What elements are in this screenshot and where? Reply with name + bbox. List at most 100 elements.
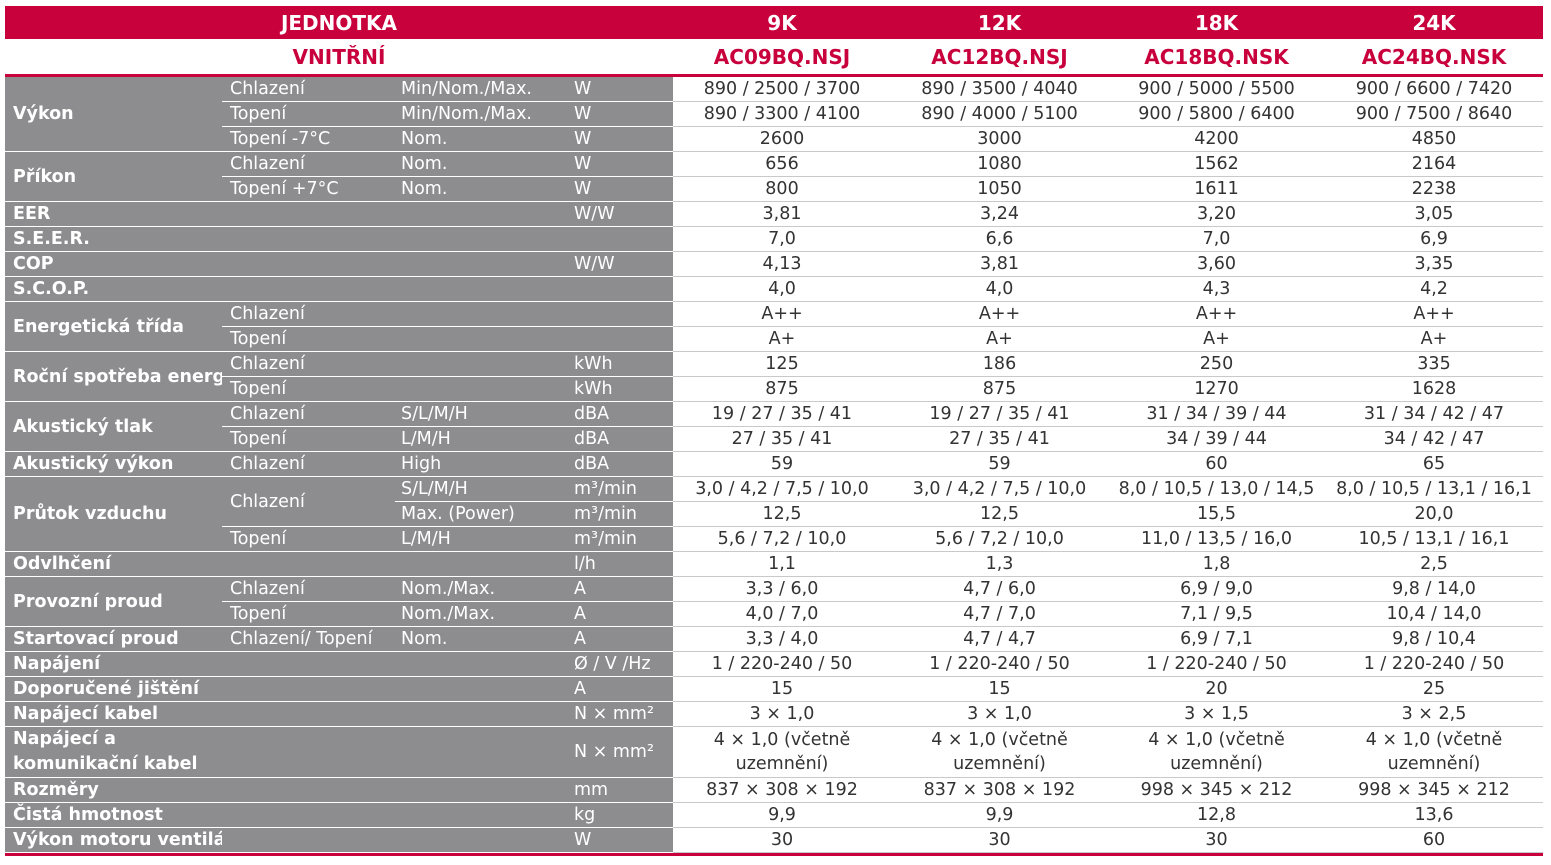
row-condition [395, 326, 568, 352]
row-group-label: Čistá hmotnost [5, 802, 222, 828]
value-24k: 4,2 [1325, 276, 1543, 302]
value-12k: 4,7 / 4,7 [891, 626, 1108, 652]
value-12k: 59 [891, 451, 1108, 477]
row-sub-label: Topení [222, 376, 395, 402]
value-9k: 800 [673, 176, 891, 202]
value-24k: 900 / 7500 / 8640 [1325, 101, 1543, 127]
table-row: Čistá hmotnost kg 9,9 9,9 12,8 13,6 [5, 802, 1543, 828]
row-unit: W [568, 126, 673, 152]
table-row: Topení Nom./Max. A 4,0 / 7,0 4,7 / 7,0 7,1 / … [5, 601, 1543, 627]
row-condition: Nom. [395, 626, 568, 652]
value-9k: 3,3 / 4,0 [673, 626, 891, 652]
value-12k: 3000 [891, 126, 1108, 152]
row-sub-label: Chlazení [222, 151, 395, 177]
table-row: EER W/W 3,81 3,24 3,20 3,05 [5, 201, 1543, 227]
table-row: Topení L/M/H dBA 27 / 35 / 41 27 / 35 / 41 34… [5, 426, 1543, 452]
row-unit: m³/min [568, 501, 673, 527]
row-sub-label [222, 226, 395, 252]
row-condition [395, 802, 568, 828]
value-24k: 3,05 [1325, 201, 1543, 227]
value-18k: 34 / 39 / 44 [1108, 426, 1325, 452]
row-condition: Nom./Max. [395, 576, 568, 602]
table-row: S.E.E.R. 7,0 6,6 7,0 6,9 [5, 226, 1543, 252]
table-row: Topení L/M/H m³/min 5,6 / 7,2 / 10,0 5,6 / 7… [5, 526, 1543, 552]
row-condition: L/M/H [395, 426, 568, 452]
row-unit: A [568, 676, 673, 702]
row-sub-label [222, 251, 395, 277]
value-18k: 1,8 [1108, 551, 1325, 577]
value-9k: 2600 [673, 126, 891, 152]
row-sub-label: Topení [222, 426, 395, 452]
row-sub-label: Chlazení [222, 351, 395, 377]
value-18k: A+ [1108, 326, 1325, 352]
value-18k: 31 / 34 / 39 / 44 [1108, 401, 1325, 427]
value-24k: 1628 [1325, 376, 1543, 402]
row-sub-label: Topení [222, 601, 395, 627]
row-sub-label [222, 777, 395, 803]
value-24k: 4 × 1,0 (včetně uzemnění) [1325, 726, 1543, 778]
value-12k: 30 [891, 827, 1108, 853]
value-18k: 1270 [1108, 376, 1325, 402]
value-24k: 65 [1325, 451, 1543, 477]
value-9k: 1,1 [673, 551, 891, 577]
row-group-label: Akustický tlak [5, 401, 222, 452]
value-18k: 60 [1108, 451, 1325, 477]
value-18k: 4200 [1108, 126, 1325, 152]
row-condition [395, 551, 568, 577]
value-24k: 10,4 / 14,0 [1325, 601, 1543, 627]
value-18k: 30 [1108, 827, 1325, 853]
row-group-label: Energetická třída [5, 301, 222, 352]
row-condition: Min/Nom./Max. [395, 77, 568, 102]
value-12k: 4,7 / 7,0 [891, 601, 1108, 627]
value-9k: 3,3 / 6,0 [673, 576, 891, 602]
row-unit: W [568, 77, 673, 102]
row-sub-label: Topení [222, 526, 395, 552]
value-9k: 3,81 [673, 201, 891, 227]
row-condition [395, 651, 568, 677]
row-unit: A [568, 601, 673, 627]
row-unit: dBA [568, 451, 673, 477]
value-12k: 1080 [891, 151, 1108, 177]
value-9k: 4,0 / 7,0 [673, 601, 891, 627]
value-9k: 1 / 220-240 / 50 [673, 651, 891, 677]
value-12k: 4 × 1,0 (včetně uzemnění) [891, 726, 1108, 778]
value-9k: 19 / 27 / 35 / 41 [673, 401, 891, 427]
value-18k: 11,0 / 13,5 / 16,0 [1108, 526, 1325, 552]
row-condition [395, 701, 568, 727]
value-24k: A+ [1325, 326, 1543, 352]
row-unit: W/W [568, 201, 673, 227]
value-12k: 875 [891, 376, 1108, 402]
row-unit: dBA [568, 426, 673, 452]
row-group-label: EER [5, 201, 222, 227]
row-condition [395, 351, 568, 377]
row-condition [395, 676, 568, 702]
value-18k: 900 / 5000 / 5500 [1108, 77, 1325, 102]
row-sub-label: Chlazení [222, 451, 395, 477]
row-sub-label: Topení -7°C [222, 126, 395, 152]
row-group-label: S.E.E.R. [5, 226, 222, 252]
row-group-label: Provozní proud [5, 576, 222, 627]
capacity-18k: 18K [1108, 6, 1325, 39]
value-12k: 6,6 [891, 226, 1108, 252]
header-row-model: VNITŘNÍ AC09BQ.NSJ AC12BQ.NSJ AC18BQ.NSK… [5, 39, 1543, 74]
value-24k: 3,35 [1325, 251, 1543, 277]
value-9k: 12,5 [673, 501, 891, 527]
row-group-label: Průtok vzduchu [5, 476, 222, 552]
table-row: Topení +7°C Nom. W 800 1050 1611 2238 [5, 176, 1543, 202]
row-condition [395, 201, 568, 227]
row-sub-label: Chlazení [222, 576, 395, 602]
value-12k: 3,81 [891, 251, 1108, 277]
table-row: S.C.O.P. 4,0 4,0 4,3 4,2 [5, 276, 1543, 302]
table-row: Doporučené jištění A 15 15 20 25 [5, 676, 1543, 702]
value-12k: 9,9 [891, 802, 1108, 828]
value-18k: 900 / 5800 / 6400 [1108, 101, 1325, 127]
row-unit: W [568, 176, 673, 202]
row-unit: W [568, 151, 673, 177]
value-12k: A+ [891, 326, 1108, 352]
table-row: Napájecí kabel N × mm² 3 × 1,0 3 × 1,0 3 × 1… [5, 701, 1543, 727]
value-18k: 1562 [1108, 151, 1325, 177]
row-condition: Max. (Power) [395, 501, 568, 527]
value-24k: 2,5 [1325, 551, 1543, 577]
row-condition: S/L/M/H [395, 401, 568, 427]
value-12k: 3,0 / 4,2 / 7,5 / 10,0 [891, 476, 1108, 502]
